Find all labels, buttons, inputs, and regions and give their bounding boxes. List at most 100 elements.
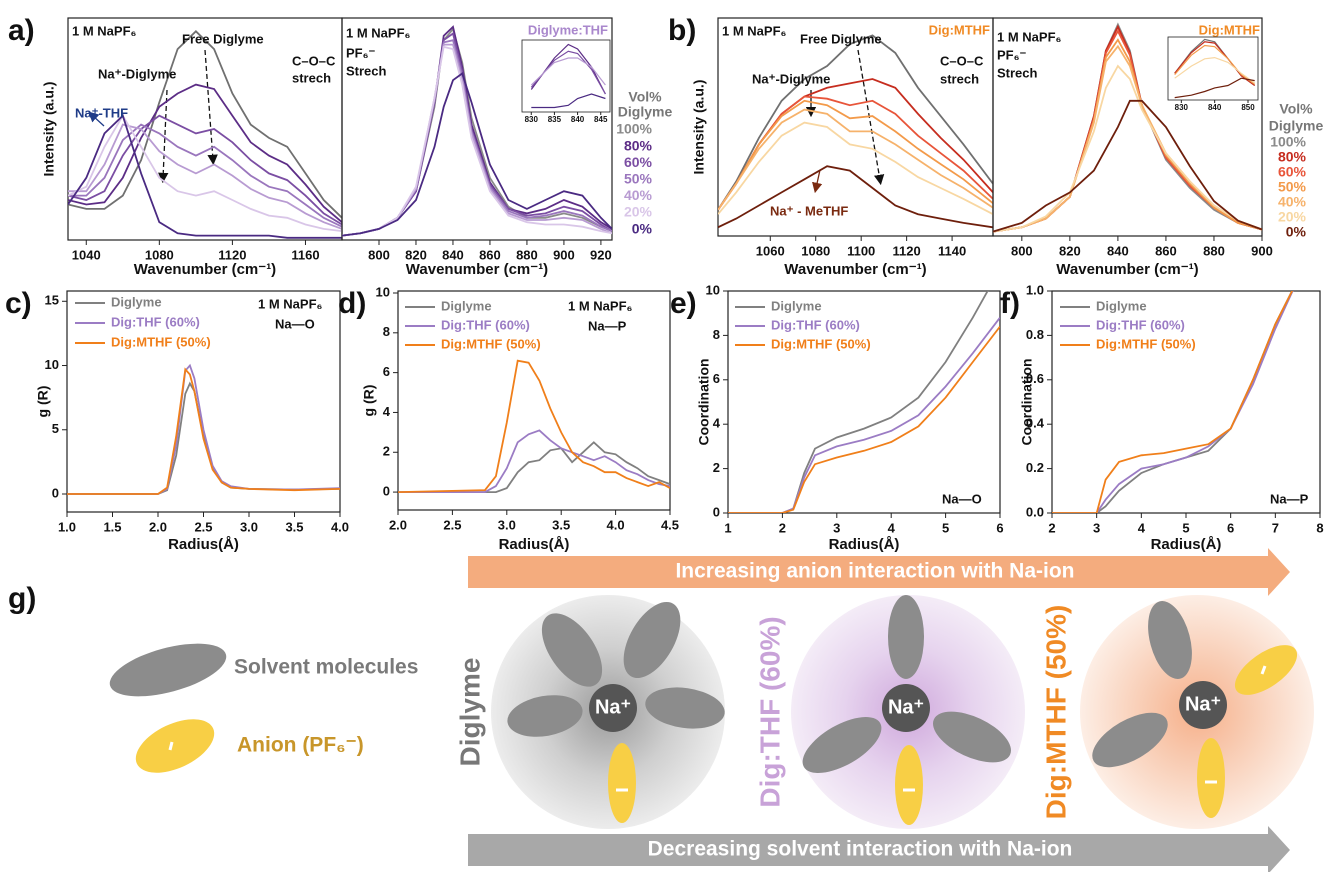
x-tick-label: 845 xyxy=(594,115,608,124)
chart: 800 820 840 860 880 900 920 Wavenumber (cm⁻¹) 1 … xyxy=(341,17,672,278)
y-axis-label: g (R) xyxy=(35,386,51,418)
annotation: Na⁺-Diglyme xyxy=(98,66,176,81)
x-tick-label: 820 xyxy=(1059,243,1081,258)
y-axis-label: Coordination xyxy=(1019,358,1035,445)
x-tick-label: 6 xyxy=(996,520,1003,535)
series-group xyxy=(398,359,670,493)
y-axis-label: g (R) xyxy=(361,385,377,417)
x-tick-label: 900 xyxy=(553,247,575,262)
panel-label: e) xyxy=(670,287,697,320)
annotation: PF₆⁻ xyxy=(346,45,376,60)
series-group xyxy=(1052,291,1294,513)
x-tick-label: 840 xyxy=(442,247,464,262)
x-tick-label: 4.0 xyxy=(331,519,349,534)
y-tick-label: 0.8 xyxy=(1026,327,1044,342)
y-tick-label: 0.6 xyxy=(1026,371,1044,386)
line xyxy=(728,325,1000,513)
chart: 1 2 3 4 5 6 0 2 4 6 8 10 e) Radius(Å) Coordination Na—O… xyxy=(670,282,1004,553)
line xyxy=(1174,41,1256,86)
y-tick-label: 0 xyxy=(52,485,59,500)
panel-label: c) xyxy=(5,287,32,320)
y-tick-label: 10 xyxy=(706,282,720,297)
annotation: Na⁺-Diglyme xyxy=(752,71,830,86)
annotation: Na—P xyxy=(1270,491,1309,506)
y-tick-label: 0 xyxy=(713,504,720,519)
chart: 800 820 840 860 880 900 Wavenumber (cm⁻¹) 1 M N… xyxy=(992,17,1323,278)
annotation: Na—O xyxy=(942,491,982,506)
x-axis-label: Wavenumber (cm⁻¹) xyxy=(784,261,926,278)
x-tick-label: 850 xyxy=(1241,103,1255,112)
x-tick-label: 1.0 xyxy=(58,519,76,534)
legend-label: Diglyme xyxy=(111,294,162,309)
line xyxy=(718,165,993,229)
system-label: Dig:MTHF (50%) xyxy=(1040,605,1071,820)
x-tick-label: 900 xyxy=(1251,243,1273,258)
legend-label: 100% xyxy=(616,121,652,137)
x-tick-label: 840 xyxy=(1208,103,1222,112)
annotation: Strech xyxy=(997,65,1038,80)
y-tick-label: 8 xyxy=(383,324,390,339)
x-tick-label: 1040 xyxy=(72,247,101,262)
x-tick-label: 860 xyxy=(1155,243,1177,258)
legend-label: 40% xyxy=(624,187,653,203)
y-tick-label: 6 xyxy=(713,371,720,386)
legend-label: 0% xyxy=(1286,224,1307,240)
line xyxy=(398,359,670,493)
annotation: Free Diglyme xyxy=(182,31,264,46)
x-tick-label: 2.5 xyxy=(194,519,212,534)
x-tick-label: 3.5 xyxy=(552,517,570,532)
x-tick-label: 920 xyxy=(590,247,612,262)
x-tick-label: 1.5 xyxy=(103,519,121,534)
legend-label: Dig:MTHF (50%) xyxy=(771,336,871,351)
legend-label: Diglyme xyxy=(771,298,822,313)
x-tick-label: 5 xyxy=(942,520,949,535)
chart: 1040 1080 1120 1160 a) Wavenumber (cm⁻¹) Inten… xyxy=(8,14,343,278)
annotation: Na—O xyxy=(275,316,315,331)
x-tick-label: 830 xyxy=(1175,103,1189,112)
legend-label: 20% xyxy=(1278,209,1307,225)
y-axis-label: Intensity (a.u.) xyxy=(41,82,57,177)
x-tick-label: 860 xyxy=(479,247,501,262)
annotation: strech xyxy=(292,70,331,85)
line xyxy=(1052,291,1294,513)
x-tick-label: 2 xyxy=(779,520,786,535)
panel-label: f) xyxy=(1000,287,1020,320)
y-tick-label: 6 xyxy=(383,364,390,379)
x-axis-label: Wavenumber (cm⁻¹) xyxy=(1056,261,1198,278)
series-group xyxy=(728,291,1000,513)
annotation: 1 M NaPF₆ xyxy=(997,29,1062,44)
annotation: 1 M NaPF₆ xyxy=(258,296,323,311)
x-tick-label: 3.5 xyxy=(285,519,303,534)
legend-label: 50% xyxy=(1278,179,1307,195)
line xyxy=(993,64,1262,233)
x-tick-label: 800 xyxy=(368,247,390,262)
series-group xyxy=(342,25,612,237)
line xyxy=(718,121,993,215)
x-tick-label: 2.0 xyxy=(389,517,407,532)
x-tick-label: 1120 xyxy=(218,247,246,262)
solvent-icon xyxy=(109,643,227,697)
na-ion xyxy=(589,681,1227,732)
x-axis-label: Radius(Å) xyxy=(168,536,239,553)
annotation: Na⁺ - MeTHF xyxy=(770,203,848,218)
plot-frame xyxy=(717,17,994,237)
chart: 830 835 840 845 xyxy=(521,39,611,124)
line xyxy=(68,123,342,228)
line xyxy=(342,72,612,237)
solvent-molecules xyxy=(507,595,1192,773)
x-tick-label: 3.0 xyxy=(498,517,516,532)
line xyxy=(68,123,342,230)
plot-frame xyxy=(1051,290,1321,514)
x-tick-label: 1160 xyxy=(291,247,319,262)
x-axis-label: Radius(Å) xyxy=(499,536,570,553)
legend-title: Vol% xyxy=(1279,101,1313,117)
legend-label: Solvent molecules xyxy=(234,656,418,679)
x-tick-label: 4.0 xyxy=(607,517,625,532)
x-axis-label: Radius(Å) xyxy=(1151,536,1222,553)
line xyxy=(1052,291,1294,513)
x-tick-label: 880 xyxy=(516,247,538,262)
x-tick-label: 1140 xyxy=(938,243,966,258)
y-axis-label: Intensity (a.u.) xyxy=(691,80,707,175)
y-tick-label: 4 xyxy=(383,404,391,419)
series-group xyxy=(718,34,993,229)
